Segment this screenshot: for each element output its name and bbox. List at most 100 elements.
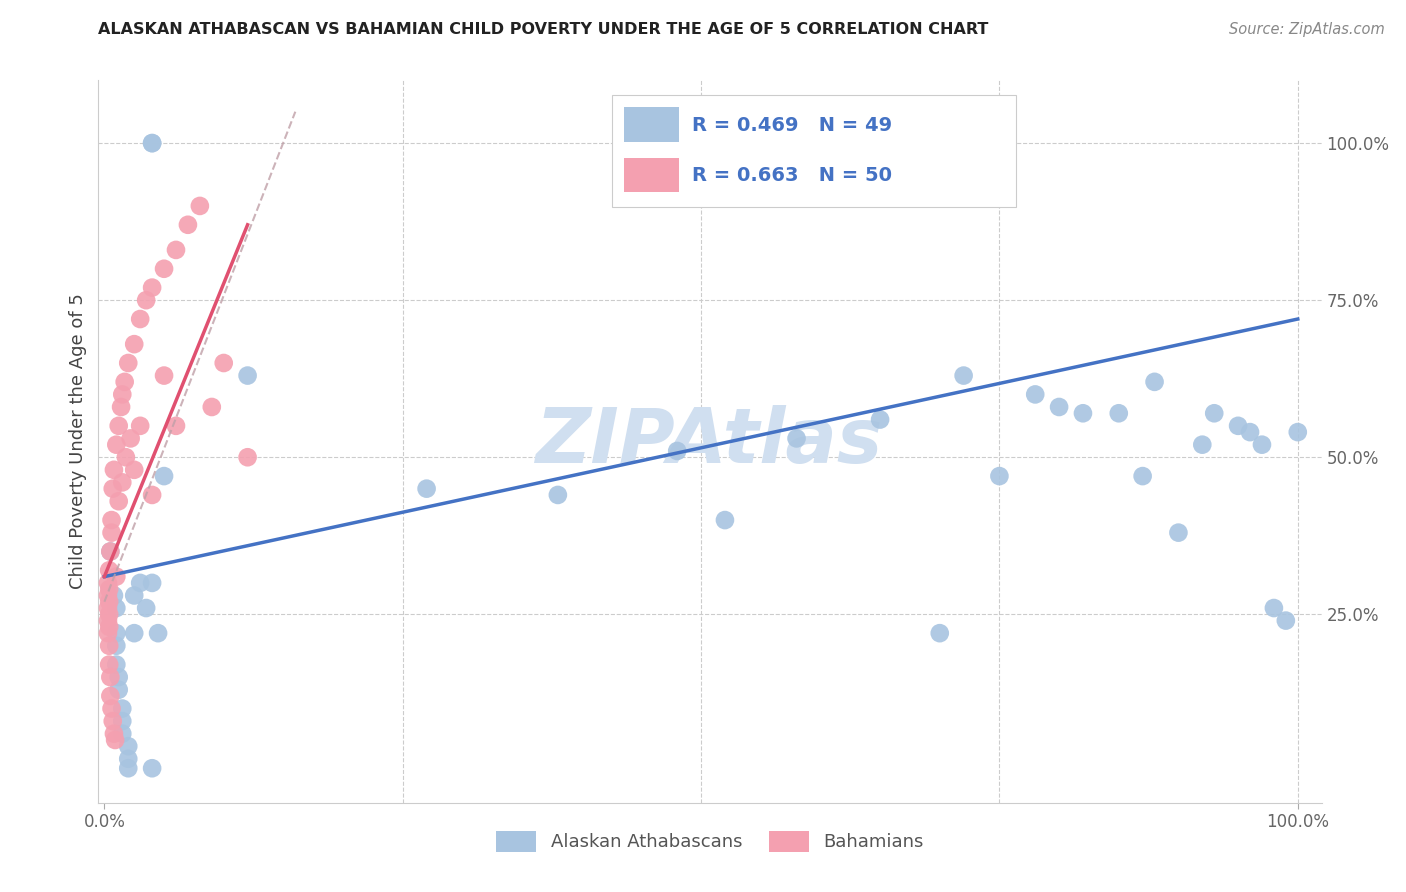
Point xyxy=(1132,469,1154,483)
Point xyxy=(103,589,125,603)
Point xyxy=(107,494,129,508)
FancyBboxPatch shape xyxy=(624,158,679,193)
Point xyxy=(141,575,163,590)
Point xyxy=(869,412,891,426)
Point xyxy=(135,293,157,308)
Point xyxy=(122,463,145,477)
Point xyxy=(105,639,128,653)
Point xyxy=(1047,400,1070,414)
Point xyxy=(97,601,120,615)
Point xyxy=(236,368,259,383)
Point xyxy=(415,482,437,496)
Point xyxy=(117,752,139,766)
Text: Source: ZipAtlas.com: Source: ZipAtlas.com xyxy=(1229,22,1385,37)
Point xyxy=(97,575,120,590)
Point xyxy=(165,243,187,257)
Point xyxy=(1286,425,1309,439)
Point xyxy=(786,431,808,445)
Point xyxy=(105,438,128,452)
Point xyxy=(98,563,121,577)
Legend: Alaskan Athabascans, Bahamians: Alaskan Athabascans, Bahamians xyxy=(489,823,931,859)
Point xyxy=(1263,601,1285,615)
Point xyxy=(1275,614,1298,628)
Point xyxy=(98,582,121,597)
FancyBboxPatch shape xyxy=(612,95,1015,207)
Point xyxy=(98,639,121,653)
Point xyxy=(122,626,145,640)
Point xyxy=(1239,425,1261,439)
Point xyxy=(98,544,121,558)
Point xyxy=(135,601,157,615)
Point xyxy=(111,387,134,401)
Point xyxy=(98,595,121,609)
Point xyxy=(153,261,176,276)
Point xyxy=(188,199,211,213)
Point xyxy=(117,739,139,754)
Point xyxy=(141,761,163,775)
Point xyxy=(105,601,128,615)
Point xyxy=(714,513,737,527)
Point xyxy=(111,475,134,490)
Point xyxy=(547,488,569,502)
Point xyxy=(201,400,224,414)
Point xyxy=(141,136,163,150)
Point xyxy=(146,626,169,640)
Point xyxy=(105,626,128,640)
Point xyxy=(1108,406,1130,420)
Point xyxy=(212,356,235,370)
Y-axis label: Child Poverty Under the Age of 5: Child Poverty Under the Age of 5 xyxy=(69,293,87,590)
Point xyxy=(103,727,125,741)
Point xyxy=(117,356,139,370)
Point xyxy=(114,375,136,389)
Point xyxy=(153,469,176,483)
Point xyxy=(98,670,121,684)
Point xyxy=(988,469,1011,483)
Point xyxy=(1251,438,1274,452)
Point xyxy=(107,670,129,684)
FancyBboxPatch shape xyxy=(624,107,679,142)
Point xyxy=(98,544,121,558)
Point xyxy=(117,761,139,775)
Point xyxy=(1204,406,1226,420)
Point xyxy=(97,614,120,628)
Point xyxy=(1227,418,1250,433)
Point xyxy=(129,575,152,590)
Point xyxy=(120,431,142,445)
Point xyxy=(101,482,124,496)
Point xyxy=(103,463,125,477)
Point xyxy=(928,626,950,640)
Point xyxy=(97,589,120,603)
Point xyxy=(98,689,121,703)
Point xyxy=(141,280,163,294)
Point xyxy=(107,682,129,697)
Point xyxy=(1071,406,1094,420)
Point xyxy=(100,513,122,527)
Point xyxy=(153,368,176,383)
Point xyxy=(122,589,145,603)
Point xyxy=(111,701,134,715)
Point xyxy=(1167,525,1189,540)
Text: ALASKAN ATHABASCAN VS BAHAMIAN CHILD POVERTY UNDER THE AGE OF 5 CORRELATION CHAR: ALASKAN ATHABASCAN VS BAHAMIAN CHILD POV… xyxy=(98,22,988,37)
Point xyxy=(1024,387,1046,401)
Point xyxy=(141,488,163,502)
Point xyxy=(1143,375,1166,389)
Point xyxy=(236,450,259,465)
Point xyxy=(165,418,187,433)
Point xyxy=(98,607,121,622)
Point xyxy=(100,701,122,715)
Point xyxy=(111,727,134,741)
Point xyxy=(122,337,145,351)
Point xyxy=(141,136,163,150)
Point xyxy=(111,714,134,728)
Point xyxy=(105,657,128,672)
Point xyxy=(101,714,124,728)
Point xyxy=(104,733,127,747)
Point xyxy=(666,444,689,458)
Point xyxy=(100,525,122,540)
Point xyxy=(98,620,121,634)
Point xyxy=(1191,438,1213,452)
Point xyxy=(115,450,138,465)
Point xyxy=(105,569,128,583)
Point xyxy=(107,418,129,433)
Point xyxy=(97,626,120,640)
